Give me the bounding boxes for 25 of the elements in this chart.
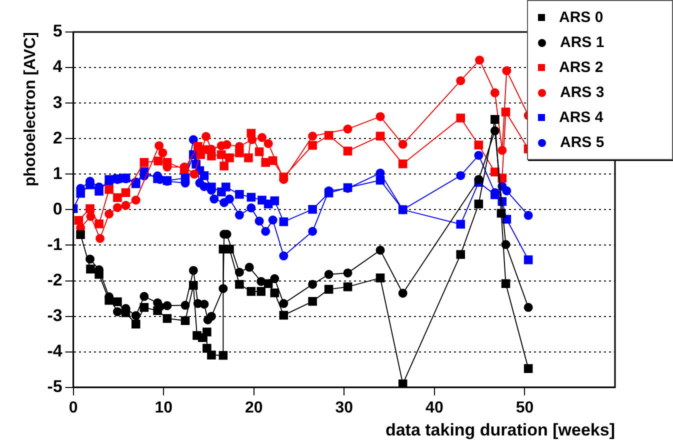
legend-label: ARS 1	[560, 34, 604, 51]
x-tick-label: 40	[426, 399, 444, 416]
x-tick-label: 50	[516, 399, 534, 416]
y-tick-label: 4	[52, 57, 63, 76]
y-tick-label: 1	[52, 164, 62, 183]
legend-label: ARS 4	[559, 109, 604, 126]
y-tick-label: -4	[47, 342, 63, 361]
y-tick-label: -3	[47, 306, 62, 326]
y-tick-label: -5	[47, 377, 62, 396]
y-tick-label: -2	[47, 270, 62, 290]
legend-label: ARS 3	[560, 84, 604, 101]
x-tick-label: 10	[154, 399, 173, 416]
y-tick-label: -1	[47, 234, 62, 254]
y-tick-label: 0	[52, 199, 62, 218]
y-axis-title: photoelectron [AVC]	[22, 32, 40, 186]
legend-label: ARS 2	[559, 59, 604, 76]
x-tick-label: 20	[244, 399, 263, 416]
y-tick-label: 5	[52, 22, 62, 41]
legend-label: ARS 5	[560, 134, 604, 151]
legend-label: ARS 0	[559, 9, 604, 26]
x-tick-label: 0	[68, 399, 78, 416]
y-tick-label: 3	[52, 92, 62, 112]
x-tick-label: 30	[335, 399, 354, 416]
x-axis-title: data taking duration [weeks]	[385, 420, 615, 440]
y-tick-label: 2	[52, 128, 62, 148]
